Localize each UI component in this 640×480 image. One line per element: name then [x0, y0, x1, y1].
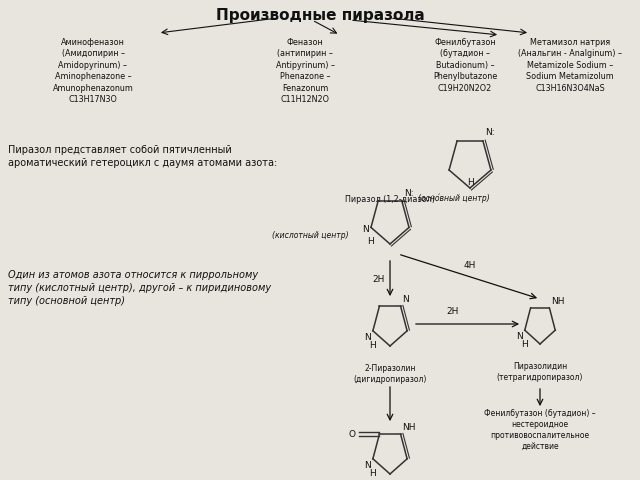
Text: Фенилбутазон
(бутадион –
Butadionum) –
Phenylbutazone
C19H20N2O2: Фенилбутазон (бутадион – Butadionum) – P…	[433, 38, 497, 93]
Text: N: N	[362, 226, 369, 234]
Text: Пиразол (1,2-диазол): Пиразол (1,2-диазол)	[345, 195, 435, 204]
Text: (кислотный центр): (кислотный центр)	[273, 231, 349, 240]
Text: (осно́вный центр): (осно́вный центр)	[418, 193, 490, 203]
Text: H: H	[367, 238, 374, 246]
Text: O: O	[348, 430, 355, 439]
Text: N:: N:	[485, 128, 495, 137]
Text: H: H	[467, 178, 474, 187]
Text: N: N	[364, 461, 371, 470]
Text: 2-Пиразолин
(дигидропиразол): 2-Пиразолин (дигидропиразол)	[353, 364, 427, 384]
Text: Пиразолидин
(тетрагидропиразол): Пиразолидин (тетрагидропиразол)	[497, 362, 583, 382]
Text: H: H	[522, 340, 528, 349]
Text: N: N	[516, 332, 523, 341]
Text: 4H: 4H	[464, 262, 476, 271]
Text: Один из атомов азота относится к пиррольному
типу (кислотный центр), другой – к : Один из атомов азота относится к пирроль…	[8, 270, 271, 306]
Text: H: H	[369, 469, 376, 478]
Text: Фенилбутазон (бутадион) –
нестероидное
противовоспалительное
действие: Фенилбутазон (бутадион) – нестероидное п…	[484, 409, 596, 451]
Text: Производные пиразола: Производные пиразола	[216, 8, 424, 23]
Text: 2H: 2H	[372, 275, 385, 284]
Text: 2H: 2H	[447, 307, 459, 316]
Text: NH: NH	[403, 423, 416, 432]
Text: Феназон
(антипирин –
Antipyrinum) –
Phenazone –
Fenazonum
C11H12N2O: Феназон (антипирин – Antipyrinum) – Phen…	[275, 38, 335, 104]
Text: Пиразол представляет собой пятичленный
ароматический гетероцикл с даумя атомами : Пиразол представляет собой пятичленный а…	[8, 145, 277, 168]
Text: N: N	[403, 295, 410, 304]
Text: Метамизол натрия
(Анальгин - Analginum) –
Metamizole Sodium –
Sodium Metamizolum: Метамизол натрия (Анальгин - Analginum) …	[518, 38, 622, 93]
Text: N:: N:	[404, 189, 413, 198]
Text: N: N	[364, 333, 371, 342]
Text: NH: NH	[552, 297, 565, 306]
Text: Аминофеназон
(Амидопирин –
Amidopyrinum) –
Aminophenazone –
Amunophenazonum
C13H: Аминофеназон (Амидопирин – Amidopyrinum)…	[52, 38, 133, 104]
Text: H: H	[369, 341, 376, 350]
